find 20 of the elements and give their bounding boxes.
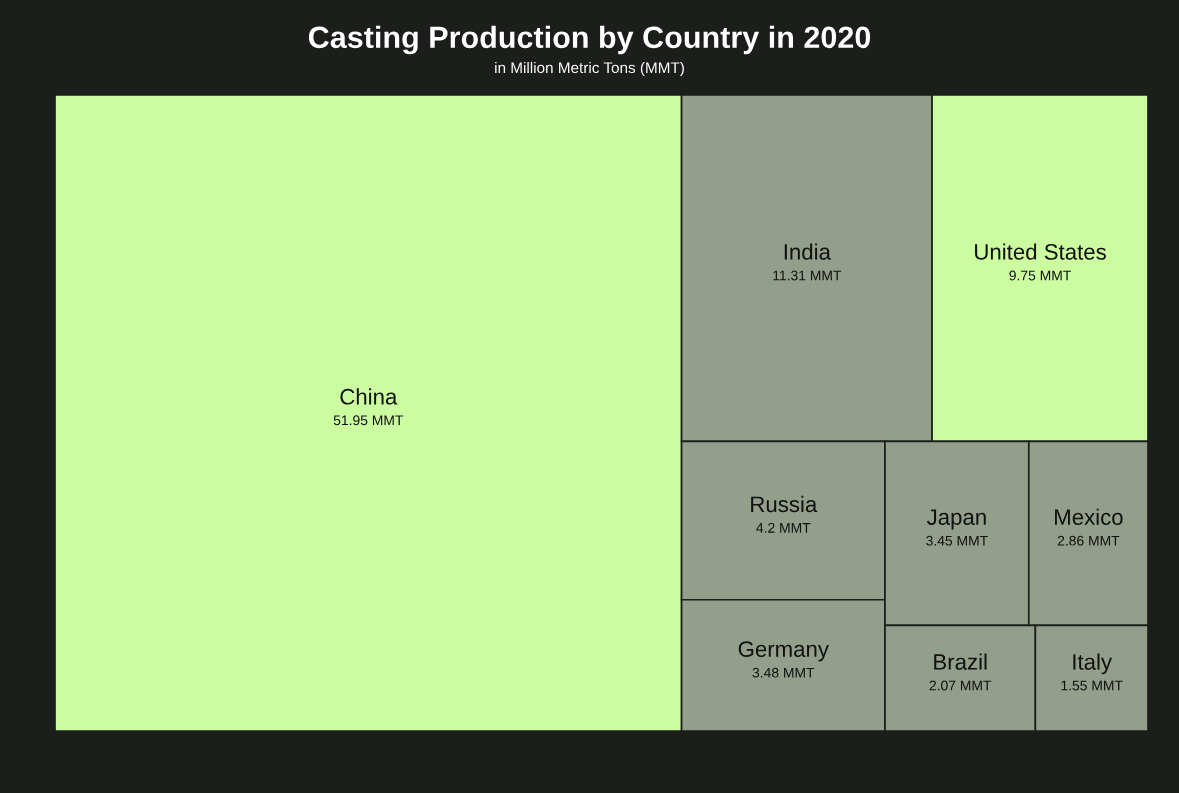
data-label: 11.31 MMT [773,270,842,281]
category-label: Germany [738,641,829,662]
category-label: China [340,388,398,405]
category-label: Mexico [1055,508,1123,525]
data-label: 2.07 MMT [929,680,992,691]
category-label: Russia [751,495,818,513]
data-label: 9.75 MMT [1009,270,1071,281]
category-label: Italy [1073,653,1113,675]
data-label: 51.95 MMT [333,415,404,426]
text: Casting Production by Country in 2020 [308,25,871,55]
data-label: 3.48 MMT [752,667,815,678]
data-label: 3.45 MMT [926,535,988,546]
data-label: 4.2 MMT [756,522,811,533]
text: in Million Metric Tons (MMT) [495,61,684,77]
category-label: Brazil [934,653,987,670]
category-label: United States [975,243,1106,260]
data-label: 2.86 MMT [1057,535,1120,546]
data-label: 1.55 MMT [1061,680,1123,691]
category-label: India [784,243,831,260]
category-label: Japan [926,509,986,530]
